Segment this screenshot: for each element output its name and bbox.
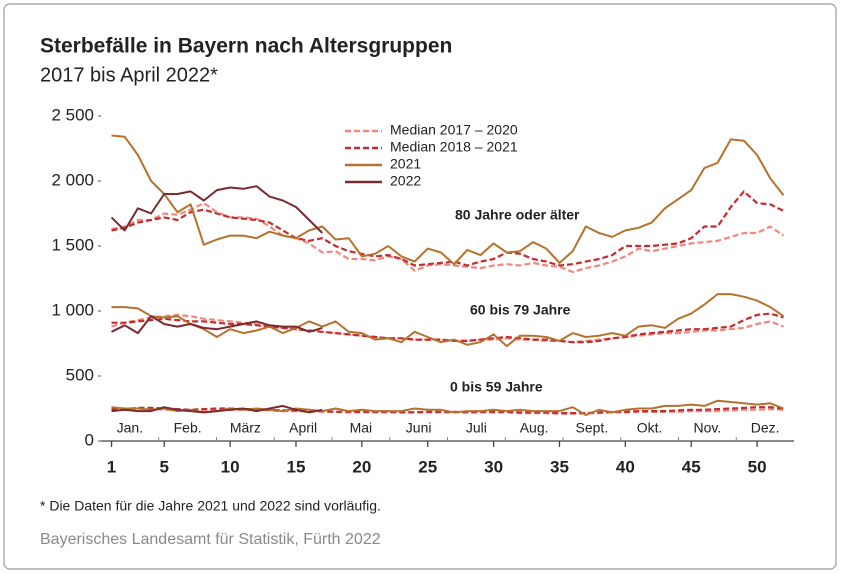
month-label: April: [289, 420, 317, 436]
series-line: [111, 134, 785, 266]
legend-label: 2022: [390, 173, 421, 189]
x-tick-label: 15: [287, 457, 306, 476]
month-label: Sept.: [576, 420, 609, 436]
series-line: [111, 315, 323, 335]
month-label: Juli: [466, 420, 487, 436]
series-line: [111, 293, 785, 348]
x-tick-label: 45: [682, 457, 701, 476]
month-label: Okt.: [637, 420, 663, 436]
month-label: Jan.: [117, 420, 143, 436]
series-line: [111, 404, 323, 414]
y-tick-label: 0: [85, 430, 94, 449]
x-tick-label: 10: [221, 457, 240, 476]
x-tick-label: 50: [748, 457, 767, 476]
y-tick-label: 1 500: [51, 235, 94, 254]
group-label: 80 Jahre oder älter: [455, 207, 580, 223]
month-label: Nov.: [694, 420, 722, 436]
x-tick-label: 25: [418, 457, 437, 476]
frame: [3, 3, 837, 570]
month-label: Mai: [350, 420, 373, 436]
chart-subtitle: 2017 bis April 2022*: [40, 64, 218, 86]
x-tick-label: 40: [616, 457, 635, 476]
chart-title: Sterbefälle in Bayern nach Altersgruppen: [40, 35, 452, 58]
group-label: 60 bis 79 Jahre: [470, 302, 571, 318]
series-line: [111, 190, 784, 267]
group-label: 0 bis 59 Jahre: [450, 379, 543, 395]
legend-label: 2021: [390, 156, 421, 172]
legend-label: Median 2017 – 2020: [390, 122, 518, 138]
y-tick-label: 2 500: [51, 105, 94, 124]
month-label: Feb.: [174, 420, 202, 436]
x-tick-label: 30: [484, 457, 503, 476]
y-tick-label: 1 000: [51, 300, 94, 319]
x-tick-label: 20: [352, 457, 371, 476]
month-label: Juni: [406, 420, 432, 436]
x-tick-label: 35: [550, 457, 569, 476]
series-line: [110, 185, 324, 234]
y-tick-label: 500: [66, 365, 94, 384]
month-label: März: [230, 420, 261, 436]
legend-label: Median 2018 – 2021: [390, 139, 518, 155]
month-label: Aug.: [520, 420, 549, 436]
source: Bayerisches Landesamt für Statistik, Für…: [40, 531, 381, 548]
footnote: * Die Daten für die Jahre 2021 und 2022 …: [40, 498, 381, 514]
x-tick-label: 5: [160, 457, 169, 476]
y-tick-label: 2 000: [51, 170, 94, 189]
month-label: Dez.: [751, 420, 780, 436]
x-tick-label: 1: [107, 457, 116, 476]
